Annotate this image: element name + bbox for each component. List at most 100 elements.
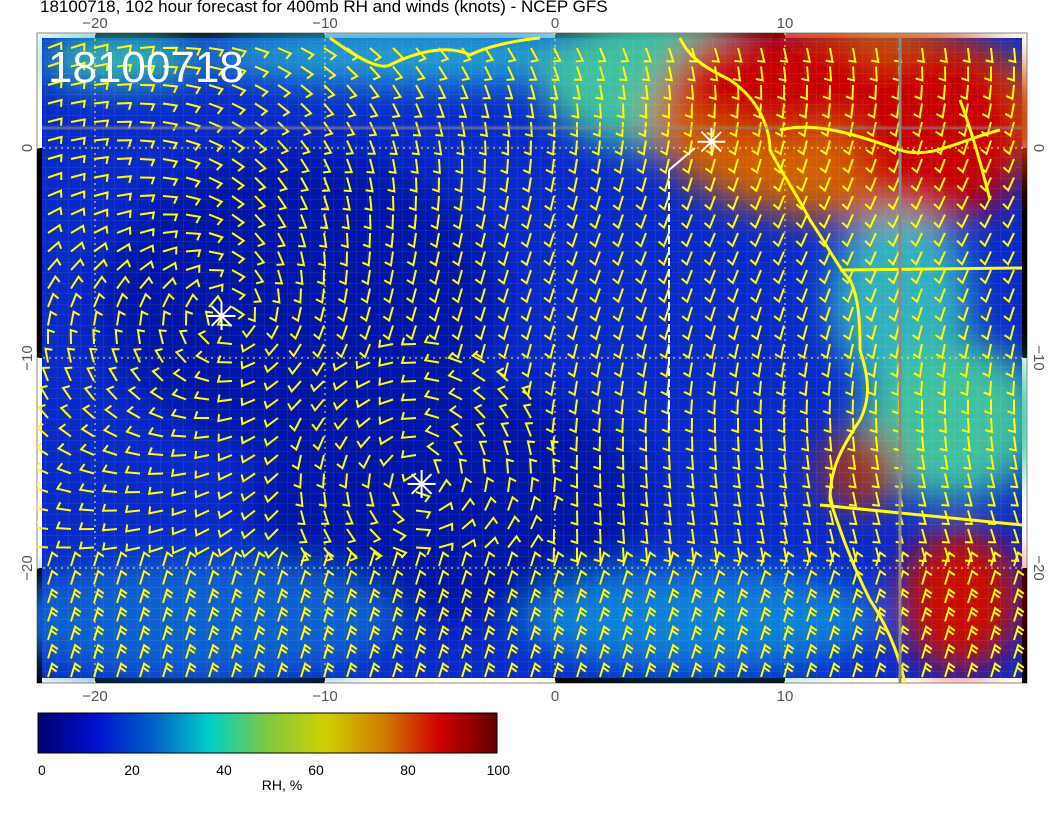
wind-barb — [300, 643, 312, 659]
wind-barb — [546, 528, 555, 545]
wind-barb — [639, 473, 649, 489]
wind-barb — [933, 269, 946, 285]
wind-barb — [1013, 550, 1025, 567]
wind-barb — [323, 569, 335, 585]
wind-barb — [471, 368, 486, 382]
wind-barb — [956, 214, 969, 229]
wind-barb — [386, 195, 395, 212]
wind-barb — [801, 454, 810, 471]
wind-barb — [570, 510, 579, 526]
wind-barb — [89, 347, 98, 363]
wind-barb — [484, 643, 496, 659]
wind-barb — [778, 66, 787, 82]
wind-barb — [264, 343, 279, 357]
wind-barb — [461, 538, 477, 549]
wind-barb — [401, 472, 417, 483]
wind-barb — [760, 643, 772, 659]
wind-barb — [875, 624, 887, 641]
wind-barb — [240, 546, 256, 559]
wind-barb — [313, 325, 325, 341]
wind-barb — [426, 441, 440, 456]
wind-barb — [589, 232, 601, 248]
wind-barb — [659, 158, 670, 175]
wind-barb — [935, 343, 946, 360]
wind-barb — [960, 380, 969, 397]
wind-barb — [726, 269, 739, 285]
wind-barb — [622, 624, 634, 641]
wind-barb — [613, 362, 624, 378]
wind-barb — [553, 661, 565, 678]
wind-barb — [732, 454, 741, 471]
wind-barb — [521, 385, 532, 401]
wind-barb — [37, 540, 49, 549]
wind-barb — [818, 214, 831, 229]
wind-barb — [963, 473, 973, 489]
wind-barb — [162, 230, 179, 239]
wind-barb — [66, 347, 76, 363]
wind-barb — [300, 47, 316, 61]
wind-barb — [47, 41, 63, 51]
wind-barb — [369, 569, 381, 585]
wind-barb — [47, 98, 63, 108]
wind-barb — [407, 232, 417, 249]
wind-barb — [783, 643, 795, 659]
axis-labels: −20 −10 0 10 −20 −10 0 10 0 −10 −20 0 −1… — [19, 15, 1047, 705]
wind-barb — [658, 288, 670, 304]
wind-barb — [911, 325, 923, 341]
wind-barb — [93, 191, 109, 200]
wind-barb — [310, 380, 325, 393]
wind-barb — [752, 380, 762, 397]
wind-barb — [981, 343, 992, 360]
wind-barb — [47, 79, 63, 89]
wind-barb — [484, 624, 496, 641]
wind-barb — [566, 232, 578, 248]
wind-barb — [47, 310, 58, 326]
wind-barb — [844, 103, 854, 119]
wind-barb — [818, 232, 831, 248]
wind-barb — [617, 84, 627, 101]
wind-barb — [593, 528, 602, 545]
wind-barb — [569, 436, 578, 452]
markers — [207, 127, 726, 498]
wind-barb — [645, 606, 657, 622]
wind-barb — [916, 436, 925, 452]
wind-barb — [1013, 624, 1025, 641]
wind-barb — [217, 453, 233, 462]
wind-barb — [474, 343, 486, 360]
wind-barb — [231, 624, 243, 641]
wind-barb — [727, 306, 739, 322]
wind-barb — [507, 534, 522, 549]
wind-barb — [162, 46, 179, 55]
wind-barb — [984, 66, 992, 82]
wind-barb — [871, 473, 880, 489]
wind-barb — [231, 250, 246, 265]
wind-barb — [1011, 547, 1020, 562]
wind-barb — [447, 351, 463, 364]
wind-barb — [918, 528, 928, 544]
wind-barb — [337, 306, 348, 323]
wind-barb — [662, 436, 671, 452]
wind-barb — [614, 380, 624, 397]
wind-barb — [988, 528, 997, 544]
wind-barb — [341, 214, 350, 230]
wind-barb — [703, 269, 716, 285]
wind-barb — [829, 606, 841, 622]
wind-barb — [566, 214, 578, 230]
wind-barb — [384, 251, 394, 267]
wind-barb — [658, 306, 670, 322]
wind-barb — [208, 283, 224, 292]
wind-barb — [979, 214, 992, 229]
wind-barb — [714, 606, 726, 622]
wind-barb — [1008, 47, 1017, 64]
wind-barb — [913, 362, 923, 378]
wind-barb — [86, 366, 95, 382]
wind-barb — [389, 140, 399, 156]
wind-barb — [868, 399, 877, 415]
wind-barb — [277, 121, 290, 136]
wind-barb — [47, 274, 61, 290]
wind-barb — [277, 139, 290, 155]
wind-barb — [498, 195, 509, 212]
wind-barb — [526, 103, 535, 119]
wind-barb — [749, 232, 762, 248]
wind-barb — [116, 226, 132, 235]
